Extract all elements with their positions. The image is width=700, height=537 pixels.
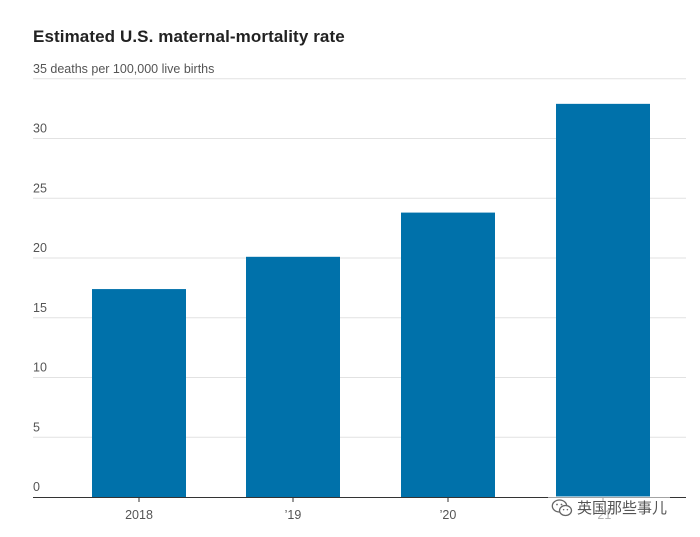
y-tick-label-15: 15	[33, 301, 47, 315]
y-tick-label-30: 30	[33, 122, 47, 136]
bar-3	[556, 103, 650, 497]
bar-0	[92, 289, 186, 497]
y-tick-label-5: 5	[33, 420, 40, 434]
labels: 0 5 10 15 20 25 30 35 deaths per 100,000 live b…	[33, 62, 611, 522]
x-tick-label-0: 2018	[125, 508, 153, 522]
y-tick-label-10: 10	[33, 361, 47, 375]
watermark: 英国那些事儿	[548, 496, 671, 519]
bar-1	[246, 256, 340, 497]
x-tick-label-1: ’19	[285, 508, 302, 522]
unit-label: deaths per 100,000 live births	[50, 62, 214, 76]
wechat-icon	[551, 498, 573, 516]
bars	[92, 103, 650, 497]
y-tick-label-20: 20	[33, 241, 47, 255]
y-tick-label-0: 0	[33, 480, 40, 494]
chart-title: Estimated U.S. maternal-mortality rate	[33, 27, 345, 46]
y-tick-label-35: 35 deaths per 100,000 live births	[33, 62, 214, 76]
x-tick-label-2: ’20	[440, 508, 457, 522]
watermark-text: 英国那些事儿	[577, 499, 668, 517]
y-tick-label-25: 25	[33, 181, 47, 195]
bar-2	[401, 212, 495, 497]
